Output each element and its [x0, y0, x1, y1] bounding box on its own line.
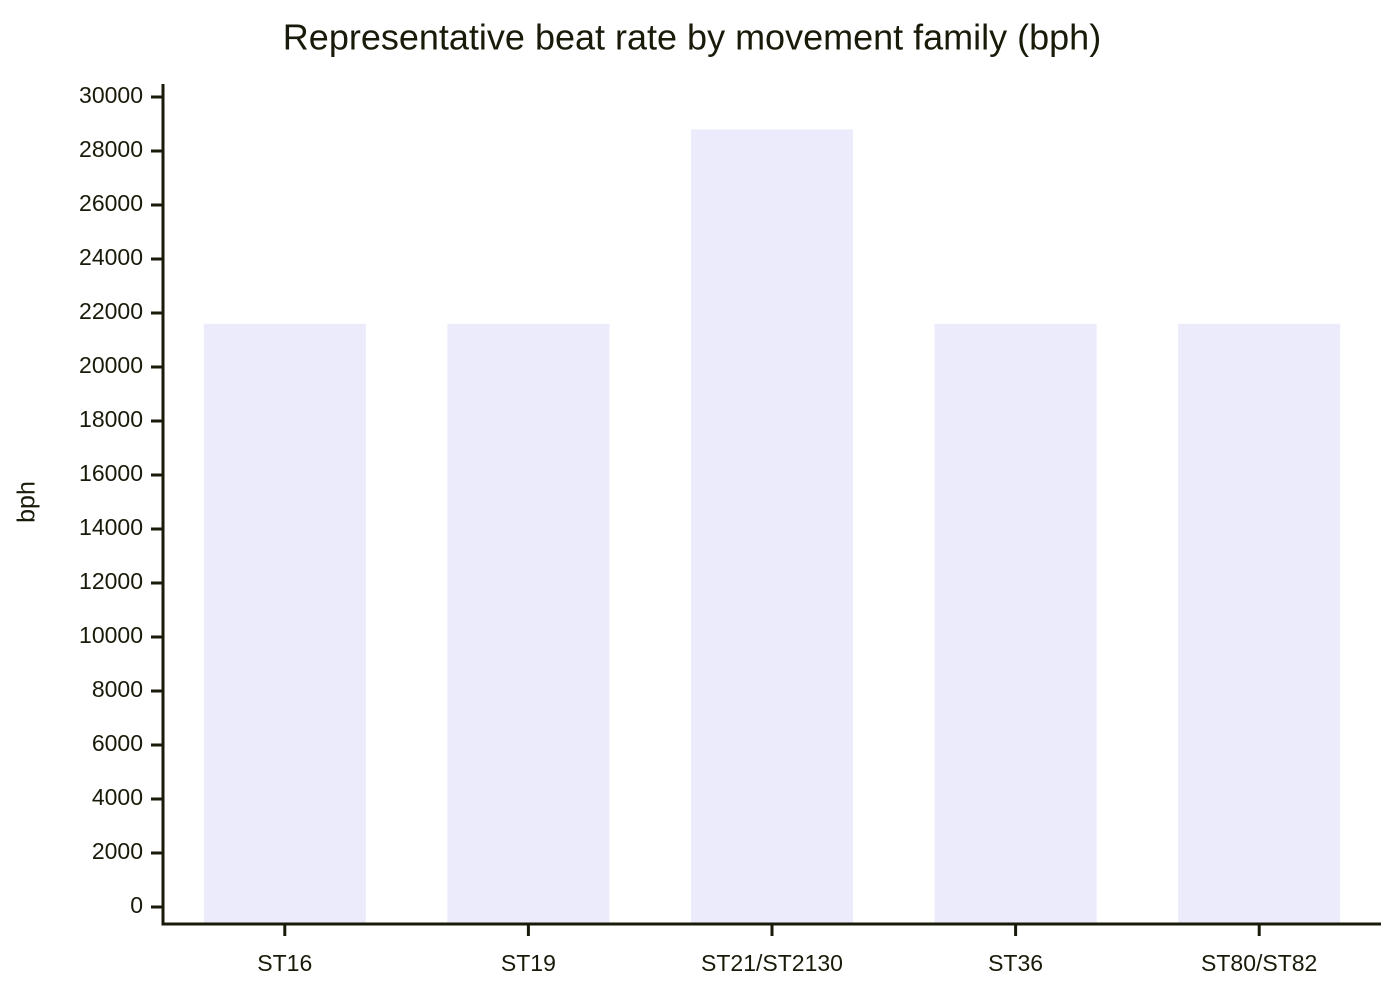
y-tick-label: 0 — [130, 892, 143, 918]
y-tick-label: 6000 — [92, 730, 143, 756]
bar — [1178, 323, 1341, 924]
x-tick-label: ST16 — [257, 950, 312, 976]
chart-title: Representative beat rate by movement fam… — [283, 17, 1101, 58]
y-tick-label: 16000 — [79, 460, 143, 486]
y-tick-label: 14000 — [79, 514, 143, 540]
y-tick-label: 28000 — [79, 136, 143, 162]
y-tick-label: 30000 — [79, 82, 143, 108]
y-tick-label: 22000 — [79, 298, 143, 324]
y-axis-label: bph — [13, 481, 41, 523]
bar — [691, 129, 853, 924]
y-tick-label: 26000 — [79, 190, 143, 216]
y-tick-label: 4000 — [92, 784, 143, 810]
y-tick-label: 18000 — [79, 406, 143, 432]
x-tick-label: ST21/ST2130 — [701, 950, 843, 976]
x-tick-label: ST19 — [501, 950, 556, 976]
y-tick-label: 10000 — [79, 622, 143, 648]
bar — [203, 323, 366, 924]
bar — [934, 323, 1097, 924]
y-tick-label: 12000 — [79, 568, 143, 594]
y-tick-label: 24000 — [79, 244, 143, 270]
y-tick-label: 8000 — [92, 676, 143, 702]
x-tick-label: ST36 — [988, 950, 1043, 976]
y-tick-label: 20000 — [79, 352, 143, 378]
x-tick-label: ST80/ST82 — [1201, 950, 1317, 976]
bar — [447, 323, 610, 924]
y-tick-label: 2000 — [92, 838, 143, 864]
